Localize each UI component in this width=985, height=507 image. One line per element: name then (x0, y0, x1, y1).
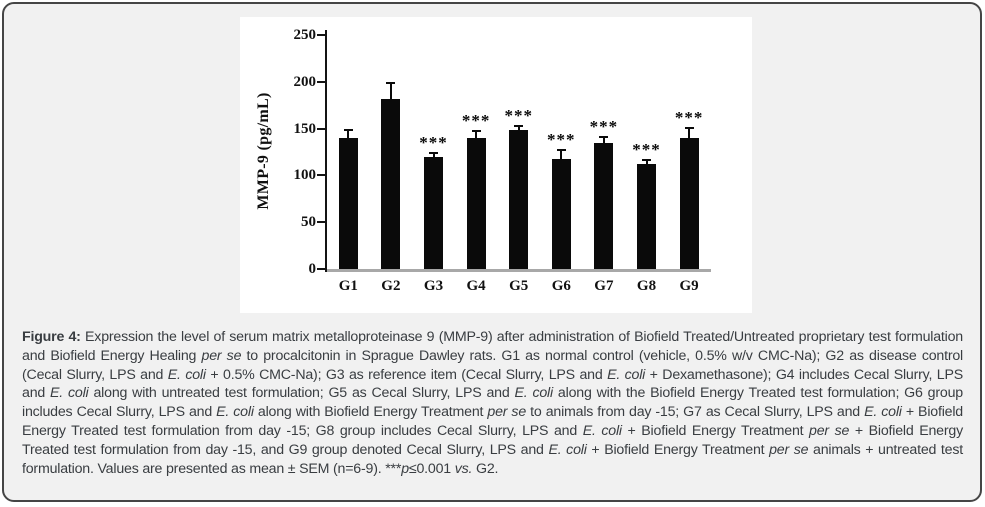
x-tick-label-G3: G3 (423, 278, 444, 294)
error-bar-G5 (517, 124, 520, 131)
mmp9-bar-chart-panel: MMP-9 (pg/mL) 0 50 100 150 200 250 *** *** *** *… (240, 17, 752, 313)
sig-stars-G3: *** (419, 133, 448, 152)
caption-segment-20: per se (809, 422, 850, 439)
sig-stars-G6: *** (547, 130, 576, 150)
caption-segment-24: per se (769, 441, 809, 458)
error-bar-cap-G5 (514, 124, 524, 127)
caption-segment-16: E. coli (864, 404, 902, 421)
error-bar-cap-G1 (343, 128, 353, 131)
caption-segment-1: Expression the level of serum matrix met… (22, 329, 963, 364)
y-axis-line (325, 30, 327, 272)
error-bar-cap-G6 (556, 149, 566, 152)
y-tick-label-0: 0 (308, 261, 317, 277)
error-bar-G8 (645, 158, 648, 165)
x-tick-label-G6: G6 (551, 278, 571, 294)
bar-G2 (381, 98, 401, 269)
figure-caption: Figure 4: Expression the level of serum … (22, 328, 963, 478)
caption-segment-28: vs. (454, 460, 473, 477)
y-tick-label-250: 250 (293, 27, 317, 43)
sig-stars-G8: *** (632, 139, 661, 159)
error-bar-G7 (602, 136, 605, 143)
caption-segment-29: G2. (472, 460, 499, 477)
y-tick-label-150: 150 (293, 120, 317, 137)
bar-G6 (551, 158, 571, 269)
caption-segment-25: animals + untreated test formulation. Va… (22, 441, 963, 477)
bar-G7 (594, 142, 614, 269)
caption-segment-8: E. coli (50, 385, 89, 402)
error-bar-cap-G7 (599, 136, 609, 139)
caption-segment-6: E. coli (607, 366, 646, 383)
x-tick-label-G1: G1 (338, 278, 358, 294)
caption-segment-13: along with Biofield Energy Treatment (253, 404, 488, 421)
caption-segment-22: E. coli (548, 441, 587, 458)
bar-G3 (424, 156, 443, 269)
error-bar-cap-G2 (386, 81, 396, 84)
caption-segment-4: E. coli (167, 366, 206, 383)
caption-segment-2: per se (201, 347, 242, 364)
error-bar-G1 (347, 128, 350, 138)
caption-segment-5: + 0.5% CMC-Na); G3 as reference item (Ce… (205, 366, 608, 383)
caption-segment-7: + Dexamethasone); G4 includes Cecal Slur… (22, 366, 963, 402)
caption-segment-18: E. coli (582, 422, 622, 439)
caption-segment-23: + Biofield Energy Treatment (586, 441, 770, 458)
error-bar-cap-G4 (471, 130, 481, 133)
caption-segment-19: + Biofield Energy Treatment (621, 422, 810, 439)
caption-segment-3: to procalcitonin in Sprague Dawley rats.… (22, 347, 964, 383)
y-tick-mark-50 (317, 221, 326, 224)
error-bar-G6 (560, 149, 563, 159)
x-tick-label-G9: G9 (679, 278, 699, 294)
y-tick-mark-100 (317, 174, 326, 177)
caption-segment-27: ≤0.001 (408, 460, 455, 477)
caption-segment-0: Figure 4: (22, 329, 81, 345)
y-axis-title: MMP-9 (pg/mL) (255, 92, 272, 210)
sig-stars-G4: *** (461, 111, 491, 131)
x-tick-label-G2: G2 (381, 278, 401, 294)
x-axis-line (327, 269, 711, 272)
sig-stars-G9: *** (674, 107, 704, 127)
x-tick-label-G5: G5 (509, 278, 529, 294)
error-bar-cap-G9 (684, 126, 694, 129)
bar-G5 (509, 130, 529, 269)
sig-stars-G7: *** (589, 117, 619, 137)
y-tick-mark-0 (317, 268, 326, 270)
caption-segment-9: along with untreated test formulation; G… (88, 385, 515, 402)
error-bar-G4 (475, 130, 478, 138)
caption-segment-11: along with the Biofield Energy Treated t… (22, 385, 963, 421)
caption-segment-14: per se (487, 404, 527, 421)
caption-segment-10: E. coli (514, 385, 553, 402)
sig-stars-G5: *** (504, 105, 533, 125)
error-bar-cap-G8 (642, 158, 651, 161)
y-tick-label-200: 200 (293, 73, 317, 90)
caption-segment-12: E. coli (216, 404, 254, 421)
caption-segment-17: + Biofield Energy Treated test formulati… (22, 404, 963, 439)
x-tick-label-G7: G7 (594, 278, 614, 294)
caption-segment-15: to animals from day -15; G7 as Cecal Slu… (526, 404, 865, 421)
y-tick-mark-150 (317, 127, 326, 130)
y-tick-mark-250 (317, 34, 326, 36)
y-tick-label-50: 50 (301, 214, 316, 231)
bar-G1 (338, 137, 358, 269)
caption-segment-26: p (401, 460, 409, 477)
error-bar-G2 (389, 81, 392, 99)
bar-G9 (679, 137, 699, 269)
bar-G4 (466, 137, 486, 269)
caption-segment-21: + Biofield Energy Treated test formulati… (22, 422, 963, 458)
y-tick-mark-200 (317, 80, 326, 83)
x-tick-label-G4: G4 (466, 278, 486, 294)
error-bar-G3 (432, 152, 435, 157)
x-tick-label-G8: G8 (636, 278, 657, 294)
y-tick-label-100: 100 (293, 167, 317, 184)
error-bar-cap-G3 (429, 152, 438, 154)
error-bar-G9 (688, 126, 691, 138)
bar-G8 (637, 164, 656, 269)
